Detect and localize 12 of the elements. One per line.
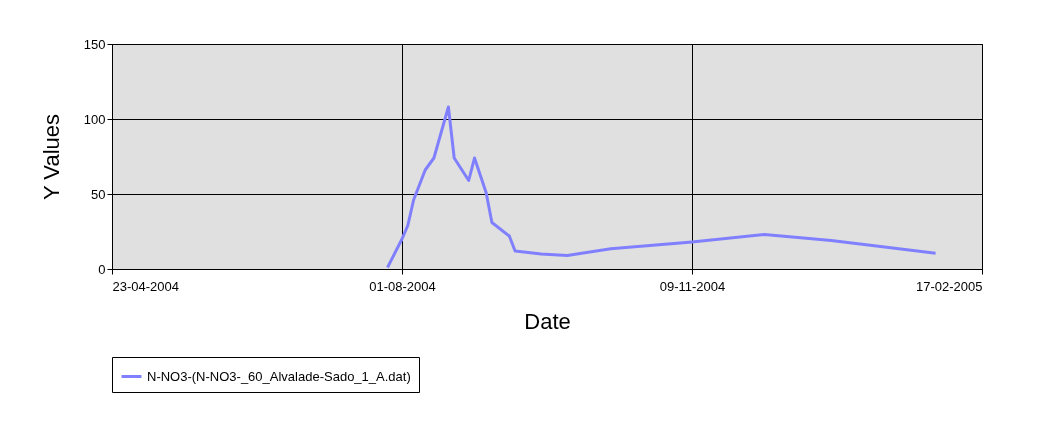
x-tick-label: 09-11-2004 [659,278,726,294]
y-tick-label: 150 [83,36,106,52]
x-tick-label: 17-02-2005 [916,278,983,294]
x-tick-label: 23-04-2004 [112,278,179,294]
y-axis-title: Y Values [38,113,64,201]
y-tick-label: 100 [83,111,106,127]
x-axis-title: Date [524,308,571,334]
legend-label: N-NO3-(N-NO3-_60_Alvalade-Sado_1_A.dat) [147,368,411,384]
y-tick-label: 0 [98,261,106,277]
y-tick-label: 50 [91,186,106,202]
x-tick-label: 01-08-2004 [369,278,436,294]
line-series [386,105,938,269]
